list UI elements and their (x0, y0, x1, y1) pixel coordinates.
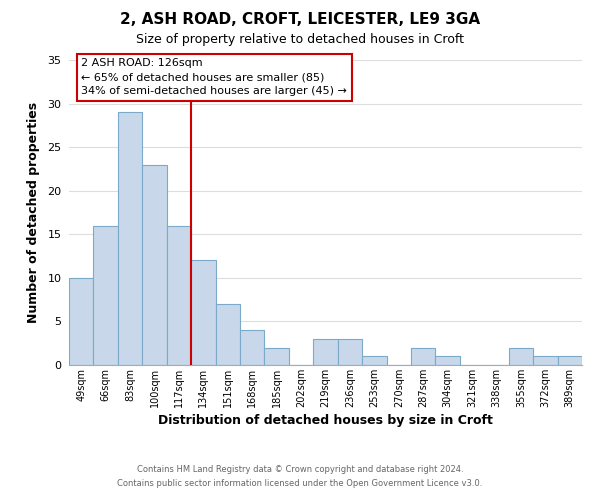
X-axis label: Distribution of detached houses by size in Croft: Distribution of detached houses by size … (158, 414, 493, 427)
Y-axis label: Number of detached properties: Number of detached properties (27, 102, 40, 323)
Bar (557, 356, 582, 365)
Bar (533, 356, 557, 365)
Bar (191, 260, 215, 365)
Bar (436, 356, 460, 365)
Bar (142, 164, 167, 365)
Text: Contains HM Land Registry data © Crown copyright and database right 2024.
Contai: Contains HM Land Registry data © Crown c… (118, 466, 482, 487)
Text: Size of property relative to detached houses in Croft: Size of property relative to detached ho… (136, 32, 464, 46)
Text: 2 ASH ROAD: 126sqm
← 65% of detached houses are smaller (85)
34% of semi-detache: 2 ASH ROAD: 126sqm ← 65% of detached hou… (81, 58, 347, 96)
Bar (362, 356, 386, 365)
Bar (265, 348, 289, 365)
Bar (215, 304, 240, 365)
Text: 2, ASH ROAD, CROFT, LEICESTER, LE9 3GA: 2, ASH ROAD, CROFT, LEICESTER, LE9 3GA (120, 12, 480, 28)
Bar (69, 278, 94, 365)
Bar (313, 339, 338, 365)
Bar (509, 348, 533, 365)
Bar (338, 339, 362, 365)
Bar (94, 226, 118, 365)
Bar (240, 330, 265, 365)
Bar (411, 348, 436, 365)
Bar (118, 112, 142, 365)
Bar (167, 226, 191, 365)
